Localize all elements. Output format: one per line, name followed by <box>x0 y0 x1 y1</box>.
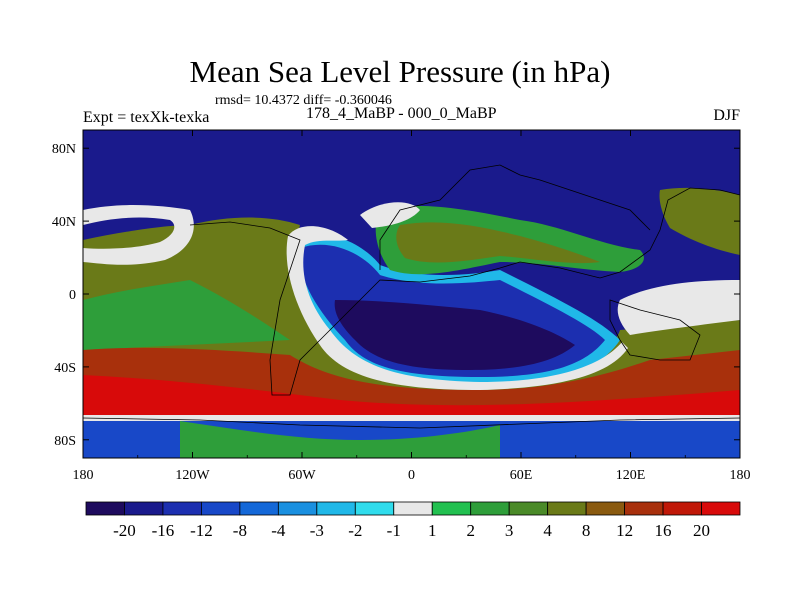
colorbar-label: 1 <box>428 521 437 540</box>
y-tick-label: 40N <box>52 215 76 230</box>
colorbar-swatch <box>585 501 625 516</box>
south-polar-green <box>180 421 500 458</box>
colorbar-swatch <box>201 501 241 516</box>
experiment-label: Expt = texXk-texka <box>83 109 210 126</box>
x-axis: 180 120W 60W 0 60E 120E 180 <box>73 130 751 483</box>
colorbar-label: 16 <box>655 521 672 540</box>
pressure-field <box>83 130 740 458</box>
stats-text: rmsd= 10.4372 diff= -0.360046 <box>215 93 392 108</box>
colorbar-label: 4 <box>543 521 552 540</box>
map-title: Mean Sea Level Pressure (in hPa) <box>189 54 611 89</box>
x-tick-label: 180 <box>730 468 751 483</box>
colorbar-label: 2 <box>466 521 475 540</box>
north-low-band <box>83 130 740 190</box>
colorbar-label: -1 <box>387 521 401 540</box>
colorbar-swatch <box>162 501 202 516</box>
colorbar-label: -3 <box>310 521 324 540</box>
colorbar-swatch <box>624 501 664 516</box>
colorbar-label: 12 <box>616 521 633 540</box>
colorbar-swatch <box>431 501 472 516</box>
south-high-core <box>83 375 740 418</box>
season-label: DJF <box>713 107 740 124</box>
colorbar-label: -8 <box>233 521 247 540</box>
colorbar-swatch <box>316 501 356 516</box>
colorbar-label: -2 <box>348 521 362 540</box>
colorbar-swatch <box>124 501 164 516</box>
y-axis: 80N 40N 0 40S 80S <box>52 142 740 449</box>
colorbar-swatch <box>239 501 279 516</box>
colorbar-swatch <box>662 501 702 516</box>
y-tick-label: 80S <box>54 434 76 449</box>
east-neutral-region <box>617 280 740 335</box>
y-tick-label: 0 <box>69 288 76 303</box>
colorbar-swatch <box>277 501 318 516</box>
y-tick-label: 40S <box>54 361 76 376</box>
colorbar-swatch <box>547 501 587 516</box>
colorbar: -20 -16 -12 -8 -4 -3 -2 -1 1 2 3 4 8 12 16 20 <box>85 501 741 540</box>
y-tick-label: 80N <box>52 142 76 157</box>
x-tick-label: 180 <box>73 468 94 483</box>
colorbar-swatch <box>393 501 433 516</box>
x-tick-label: 0 <box>408 468 415 483</box>
colorbar-label: -16 <box>152 521 175 540</box>
central-ocean-core <box>334 300 575 370</box>
west-neutral-band <box>83 205 194 265</box>
period-label: 178_4_MaBP - 000_0_MaBP <box>306 105 497 122</box>
colorbar-label: -4 <box>271 521 286 540</box>
colorbar-label: 8 <box>582 521 591 540</box>
north-continent-olive <box>396 222 600 264</box>
northeast-high <box>659 187 740 255</box>
west-green-patch <box>83 280 290 350</box>
x-tick-label: 120W <box>175 468 210 483</box>
south-polar-edge <box>83 415 740 421</box>
colorbar-label: 20 <box>693 521 710 540</box>
x-tick-label: 120E <box>616 468 646 483</box>
coastline <box>83 164 740 429</box>
colorbar-swatch <box>85 501 125 516</box>
colorbar-label: -20 <box>113 521 136 540</box>
colorbar-label: -12 <box>190 521 213 540</box>
colorbar-swatch <box>701 501 741 516</box>
x-tick-label: 60W <box>288 468 316 483</box>
x-tick-label: 60E <box>510 468 533 483</box>
colorbar-swatch <box>470 501 510 516</box>
colorbar-label: 3 <box>505 521 514 540</box>
colorbar-swatch <box>354 501 395 516</box>
colorbar-swatch <box>508 501 549 516</box>
